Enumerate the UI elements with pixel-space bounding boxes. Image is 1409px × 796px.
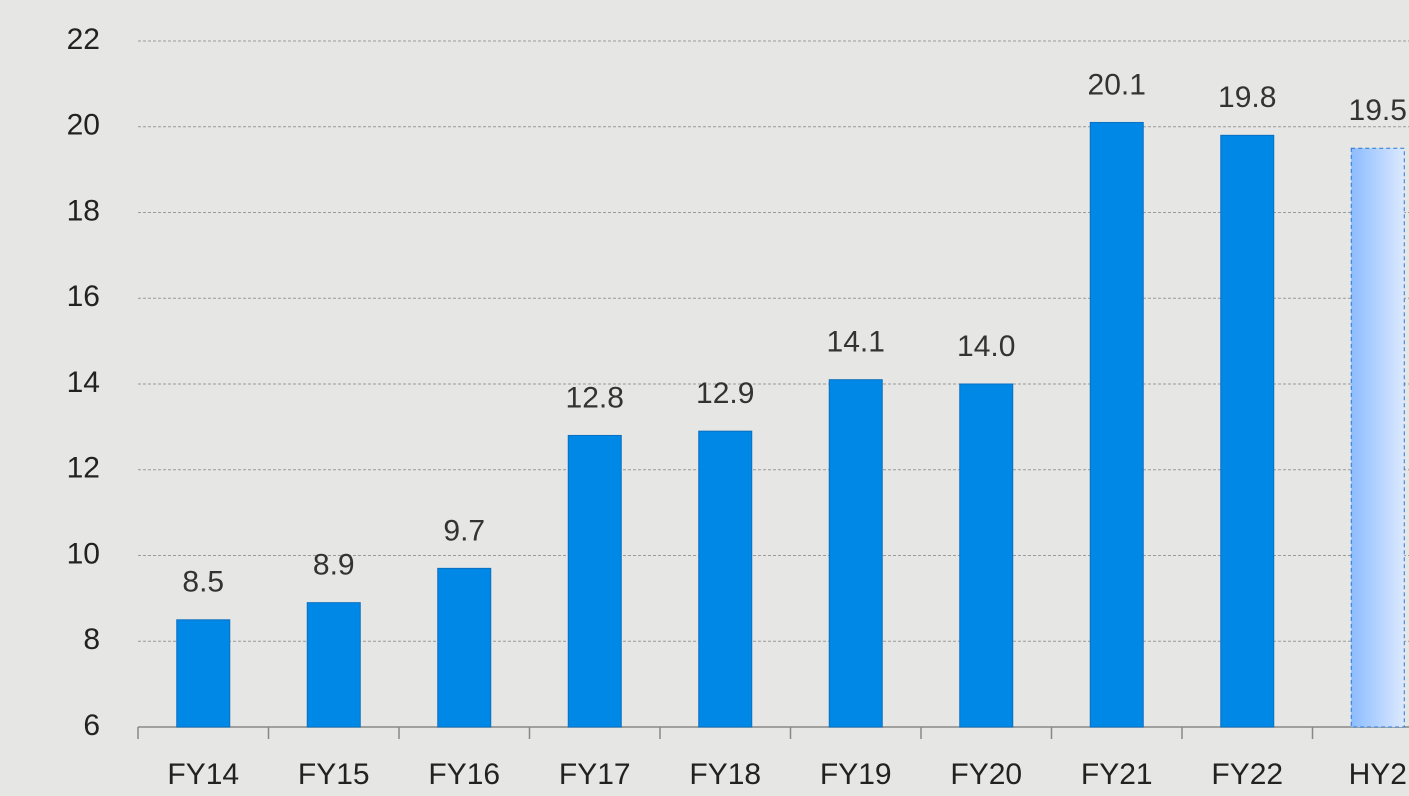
x-tick-label: FY17 bbox=[559, 758, 631, 791]
x-tick-label: FY22 bbox=[1211, 758, 1283, 791]
value-label: 8.9 bbox=[313, 549, 355, 582]
bar bbox=[1220, 134, 1275, 728]
bar bbox=[306, 602, 361, 728]
y-tick-label: 6 bbox=[83, 709, 100, 742]
value-label: 14.0 bbox=[957, 330, 1015, 363]
y-tick-label: 20 bbox=[67, 109, 100, 142]
value-label: 12.8 bbox=[566, 381, 624, 414]
x-tick-label: FY21 bbox=[1081, 758, 1153, 791]
y-tick-label: 12 bbox=[67, 452, 100, 485]
bar bbox=[959, 383, 1014, 728]
y-tick-label: 22 bbox=[67, 23, 100, 56]
bar bbox=[437, 567, 492, 728]
bar bbox=[698, 430, 753, 728]
y-tick-label: 10 bbox=[67, 537, 100, 570]
value-label: 8.5 bbox=[182, 566, 224, 599]
y-tick-label: 8 bbox=[83, 623, 100, 656]
bar bbox=[1089, 121, 1144, 728]
bar bbox=[567, 434, 622, 728]
value-label: 14.1 bbox=[827, 326, 885, 359]
value-label: 20.1 bbox=[1088, 68, 1146, 101]
y-tick-label: 18 bbox=[67, 194, 100, 227]
x-tick-label: FY15 bbox=[298, 758, 370, 791]
x-tick-label: FY20 bbox=[950, 758, 1022, 791]
bar bbox=[1350, 147, 1405, 728]
x-tick-label: FY14 bbox=[167, 758, 239, 791]
value-label: 9.7 bbox=[443, 514, 485, 547]
bar bbox=[828, 379, 883, 728]
bar bbox=[176, 619, 231, 728]
x-tick-label: FY16 bbox=[428, 758, 500, 791]
x-tick-label: FY19 bbox=[820, 758, 892, 791]
value-label: 19.5 bbox=[1349, 94, 1407, 127]
value-label: 19.8 bbox=[1218, 81, 1276, 114]
x-tick-label: FY18 bbox=[689, 758, 761, 791]
y-tick-label: 14 bbox=[67, 366, 100, 399]
x-tick-label: HY2 bbox=[1349, 758, 1407, 791]
y-tick-label: 16 bbox=[67, 280, 100, 313]
value-label: 12.9 bbox=[696, 377, 754, 410]
